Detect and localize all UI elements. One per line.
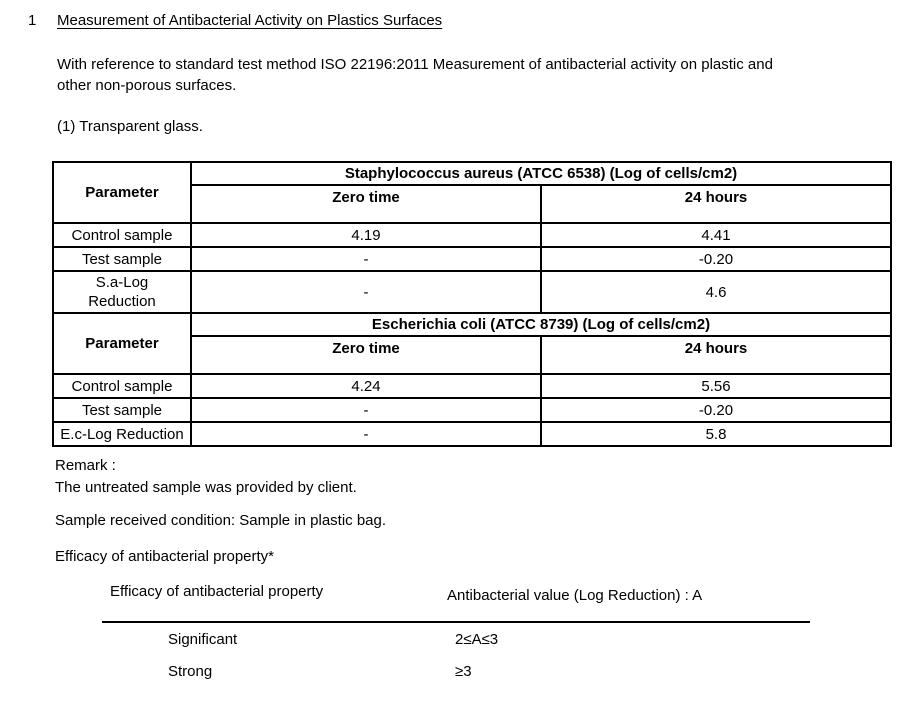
value-cell: 4.24 — [190, 373, 542, 399]
item-label: (1) Transparent glass. — [57, 118, 203, 135]
table-row: S.a-Log Reduction - 4.6 — [52, 270, 893, 314]
col-header-24-hours: 24 hours — [539, 184, 893, 224]
parameter-header-cell: Parameter — [52, 312, 192, 375]
table-row: Test sample - -0.20 — [52, 246, 893, 272]
table-row: E.c-Log Reduction - 5.8 — [52, 421, 893, 447]
value-cell: -0.20 — [539, 397, 893, 423]
value-cell: 5.8 — [539, 421, 893, 447]
remark-text: The untreated sample was provided by cli… — [55, 479, 357, 496]
table-row: Control sample 4.19 4.41 — [52, 222, 893, 248]
value-cell: 5.56 — [539, 373, 893, 399]
efficacy-row-value: ≥3 — [455, 663, 472, 680]
col-header-24-hours: 24 hours — [539, 335, 893, 375]
row-label: Control sample — [52, 222, 192, 248]
sample-condition-text: Sample received condition: Sample in pla… — [55, 512, 387, 529]
efficacy-row-label: Significant — [168, 631, 238, 648]
table-row: Parameter Escherichia coli (ATCC 8739) (… — [52, 312, 893, 375]
row-label: Test sample — [52, 397, 192, 423]
results-table: Parameter Staphylococcus aureus (ATCC 65… — [52, 161, 893, 447]
section-number: 1 — [28, 12, 37, 29]
intro-paragraph: With reference to standard test method I… — [57, 56, 773, 94]
value-cell: 4.6 — [539, 270, 893, 314]
value-cell: -0.20 — [539, 246, 893, 272]
page-title: Measurement of Antibacterial Activity on… — [57, 12, 443, 29]
col-header-zero-time: Zero time — [190, 184, 542, 224]
row-label: Test sample — [52, 246, 192, 272]
row-label: S.a-Log Reduction — [52, 270, 192, 314]
efficacy-note: Efficacy of antibacterial property* — [55, 548, 275, 565]
row-label: Control sample — [52, 373, 192, 399]
table-row: Parameter Staphylococcus aureus (ATCC 65… — [52, 161, 893, 224]
divider-line — [102, 621, 810, 623]
col-header-zero-time: Zero time — [190, 335, 542, 375]
value-cell: - — [190, 270, 542, 314]
table-row: Test sample - -0.20 — [52, 397, 893, 423]
organism-header-cell: Staphylococcus aureus (ATCC 6538) (Log o… — [189, 161, 893, 186]
remark-label: Remark : — [55, 457, 116, 474]
value-cell: - — [190, 246, 542, 272]
table-row: Zero time 24 hours — [53, 335, 893, 375]
efficacy-header-left: Efficacy of antibacterial property — [110, 583, 324, 600]
organism-header-cell: Escherichia coli (ATCC 8739) (Log of cel… — [189, 312, 893, 337]
value-cell: 4.19 — [190, 222, 542, 248]
table-row: Zero time 24 hours — [53, 184, 893, 224]
efficacy-row-label: Strong — [168, 663, 213, 680]
row-label: E.c-Log Reduction — [52, 421, 192, 447]
value-cell: - — [190, 397, 542, 423]
efficacy-row-value: 2≤A≤3 — [455, 631, 499, 648]
value-cell: - — [190, 421, 542, 447]
table-row: Control sample 4.24 5.56 — [52, 373, 893, 399]
value-cell: 4.41 — [539, 222, 893, 248]
parameter-header-cell: Parameter — [52, 161, 192, 224]
efficacy-header-right: Antibacterial value (Log Reduction) : A — [447, 587, 703, 604]
